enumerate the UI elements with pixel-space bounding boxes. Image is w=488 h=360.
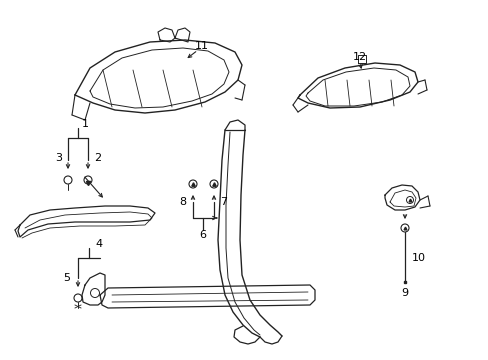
Text: 12: 12 (352, 52, 366, 62)
Text: 6: 6 (199, 230, 206, 240)
Text: 8: 8 (179, 197, 185, 207)
Text: 4: 4 (95, 239, 102, 249)
Text: 3: 3 (55, 153, 62, 163)
Text: 5: 5 (63, 273, 70, 283)
Text: 11: 11 (195, 41, 208, 51)
Text: 2: 2 (94, 153, 101, 163)
Text: 1: 1 (82, 119, 89, 129)
Text: 10: 10 (411, 253, 425, 263)
Text: 9: 9 (401, 288, 408, 298)
Text: 7: 7 (220, 197, 226, 207)
